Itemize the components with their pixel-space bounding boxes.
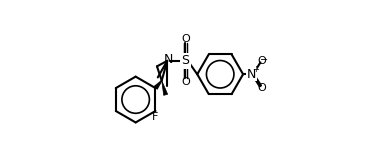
- Text: O: O: [257, 83, 266, 93]
- Text: F: F: [151, 112, 158, 122]
- Text: S: S: [181, 54, 189, 67]
- Text: O: O: [181, 77, 190, 87]
- Text: N: N: [247, 68, 257, 81]
- Text: O: O: [257, 56, 266, 66]
- Polygon shape: [162, 81, 168, 95]
- Text: +: +: [252, 65, 260, 74]
- Text: N: N: [163, 53, 173, 66]
- Text: −: −: [260, 55, 268, 65]
- Text: O: O: [181, 34, 190, 45]
